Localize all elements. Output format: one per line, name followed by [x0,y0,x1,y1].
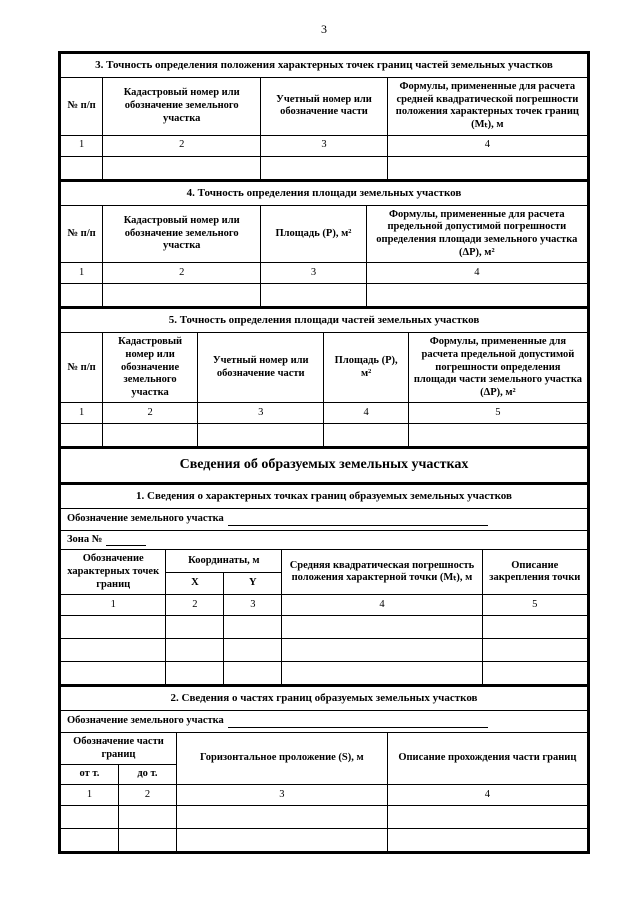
s2-h1: от т. [61,765,119,785]
s2-n1: 2 [118,784,176,805]
t3-h0: № п/п [61,78,103,135]
s2-n2: 3 [176,784,387,805]
s1-n0: 1 [61,595,166,616]
t4-h2: Площадь (P), м² [261,205,366,262]
t4-n3: 4 [366,263,587,284]
s2-title: 2. Сведения о частях границ образуемых з… [61,686,588,711]
s2-label-row: Обозначение земельного участка [61,711,588,733]
t3-h1: Кадастровый номер или обозначение земель… [103,78,261,135]
s1-h0: Обозначение характерных точек границ [61,550,166,595]
s1-h1: Координаты, м [166,550,282,572]
s1-underline [228,514,488,526]
s2-label: Обозначение земельного участка [67,715,224,726]
t5-n1: 2 [103,403,198,424]
table-4: 4. Точность определения площади земельны… [60,180,588,308]
s1-n3: 4 [282,595,482,616]
t4-n2: 3 [261,263,366,284]
table-3: 3. Точность определения положения характ… [60,53,588,180]
t5-h4: Формулы, примененные для расчета предель… [408,333,587,403]
s1-n4: 5 [482,595,587,616]
s2-n0: 1 [61,784,119,805]
t5-n3: 4 [324,403,408,424]
s1-zone: Зона № [67,534,102,545]
page-number: 3 [58,22,590,37]
t3-n0: 1 [61,135,103,156]
t5-h1: Кадастровый номер или обозначение земель… [103,333,198,403]
s1-label-row: Обозначение земельного участка [61,509,588,531]
t5-title: 5. Точность определения площади частей з… [61,308,588,333]
s2-h4: Описание прохождения части границ [387,733,587,785]
s1-h4: Средняя квадратическая погрешность полож… [282,550,482,595]
table-s2: 2. Сведения о частях границ образуемых з… [60,685,588,852]
table-5: 5. Точность определения площади частей з… [60,307,588,447]
t4-h3: Формулы, примененные для расчета предель… [366,205,587,262]
s1-label: Обозначение земельного участка [67,513,224,524]
s1-zone-row: Зона № [61,530,588,550]
t4-title: 4. Точность определения площади земельны… [61,181,588,206]
s2-h0: Обозначение части границ [61,733,177,765]
s1-h2: X [166,572,224,594]
t4-h1: Кадастровый номер или обозначение земель… [103,205,261,262]
form-outer: 3. Точность определения положения характ… [58,51,590,854]
table-s1: 1. Сведения о характерных точках границ … [60,483,588,685]
t5-h2: Учетный номер или обозначение части [198,333,324,403]
s2-h3: Горизонтальное проложение (S), м [176,733,387,785]
s1-zone-underline [106,534,146,546]
t4-n0: 1 [61,263,103,284]
t5-h3: Площадь (P), м² [324,333,408,403]
t3-n1: 2 [103,135,261,156]
t5-n2: 3 [198,403,324,424]
s1-n1: 2 [166,595,224,616]
s2-n3: 4 [387,784,587,805]
t3-title: 3. Точность определения положения характ… [61,54,588,78]
t5-n0: 1 [61,403,103,424]
section2-title: Сведения об образуемых земельных участка… [61,448,588,482]
s1-h5: Описание закрепления точки [482,550,587,595]
t3-h2: Учетный номер или обозначение части [261,78,387,135]
t3-h3: Формулы, примененные для расчета средней… [387,78,587,135]
t3-n3: 4 [387,135,587,156]
t5-n4: 5 [408,403,587,424]
s2-h2: до т. [118,765,176,785]
s2-underline [228,716,488,728]
s1-n2: 3 [224,595,282,616]
t4-n1: 2 [103,263,261,284]
t4-h0: № п/п [61,205,103,262]
s1-h3: Y [224,572,282,594]
section2-title-table: Сведения об образуемых земельных участка… [60,447,588,483]
s1-title: 1. Сведения о характерных точках границ … [61,484,588,509]
t5-h0: № п/п [61,333,103,403]
t3-n2: 3 [261,135,387,156]
